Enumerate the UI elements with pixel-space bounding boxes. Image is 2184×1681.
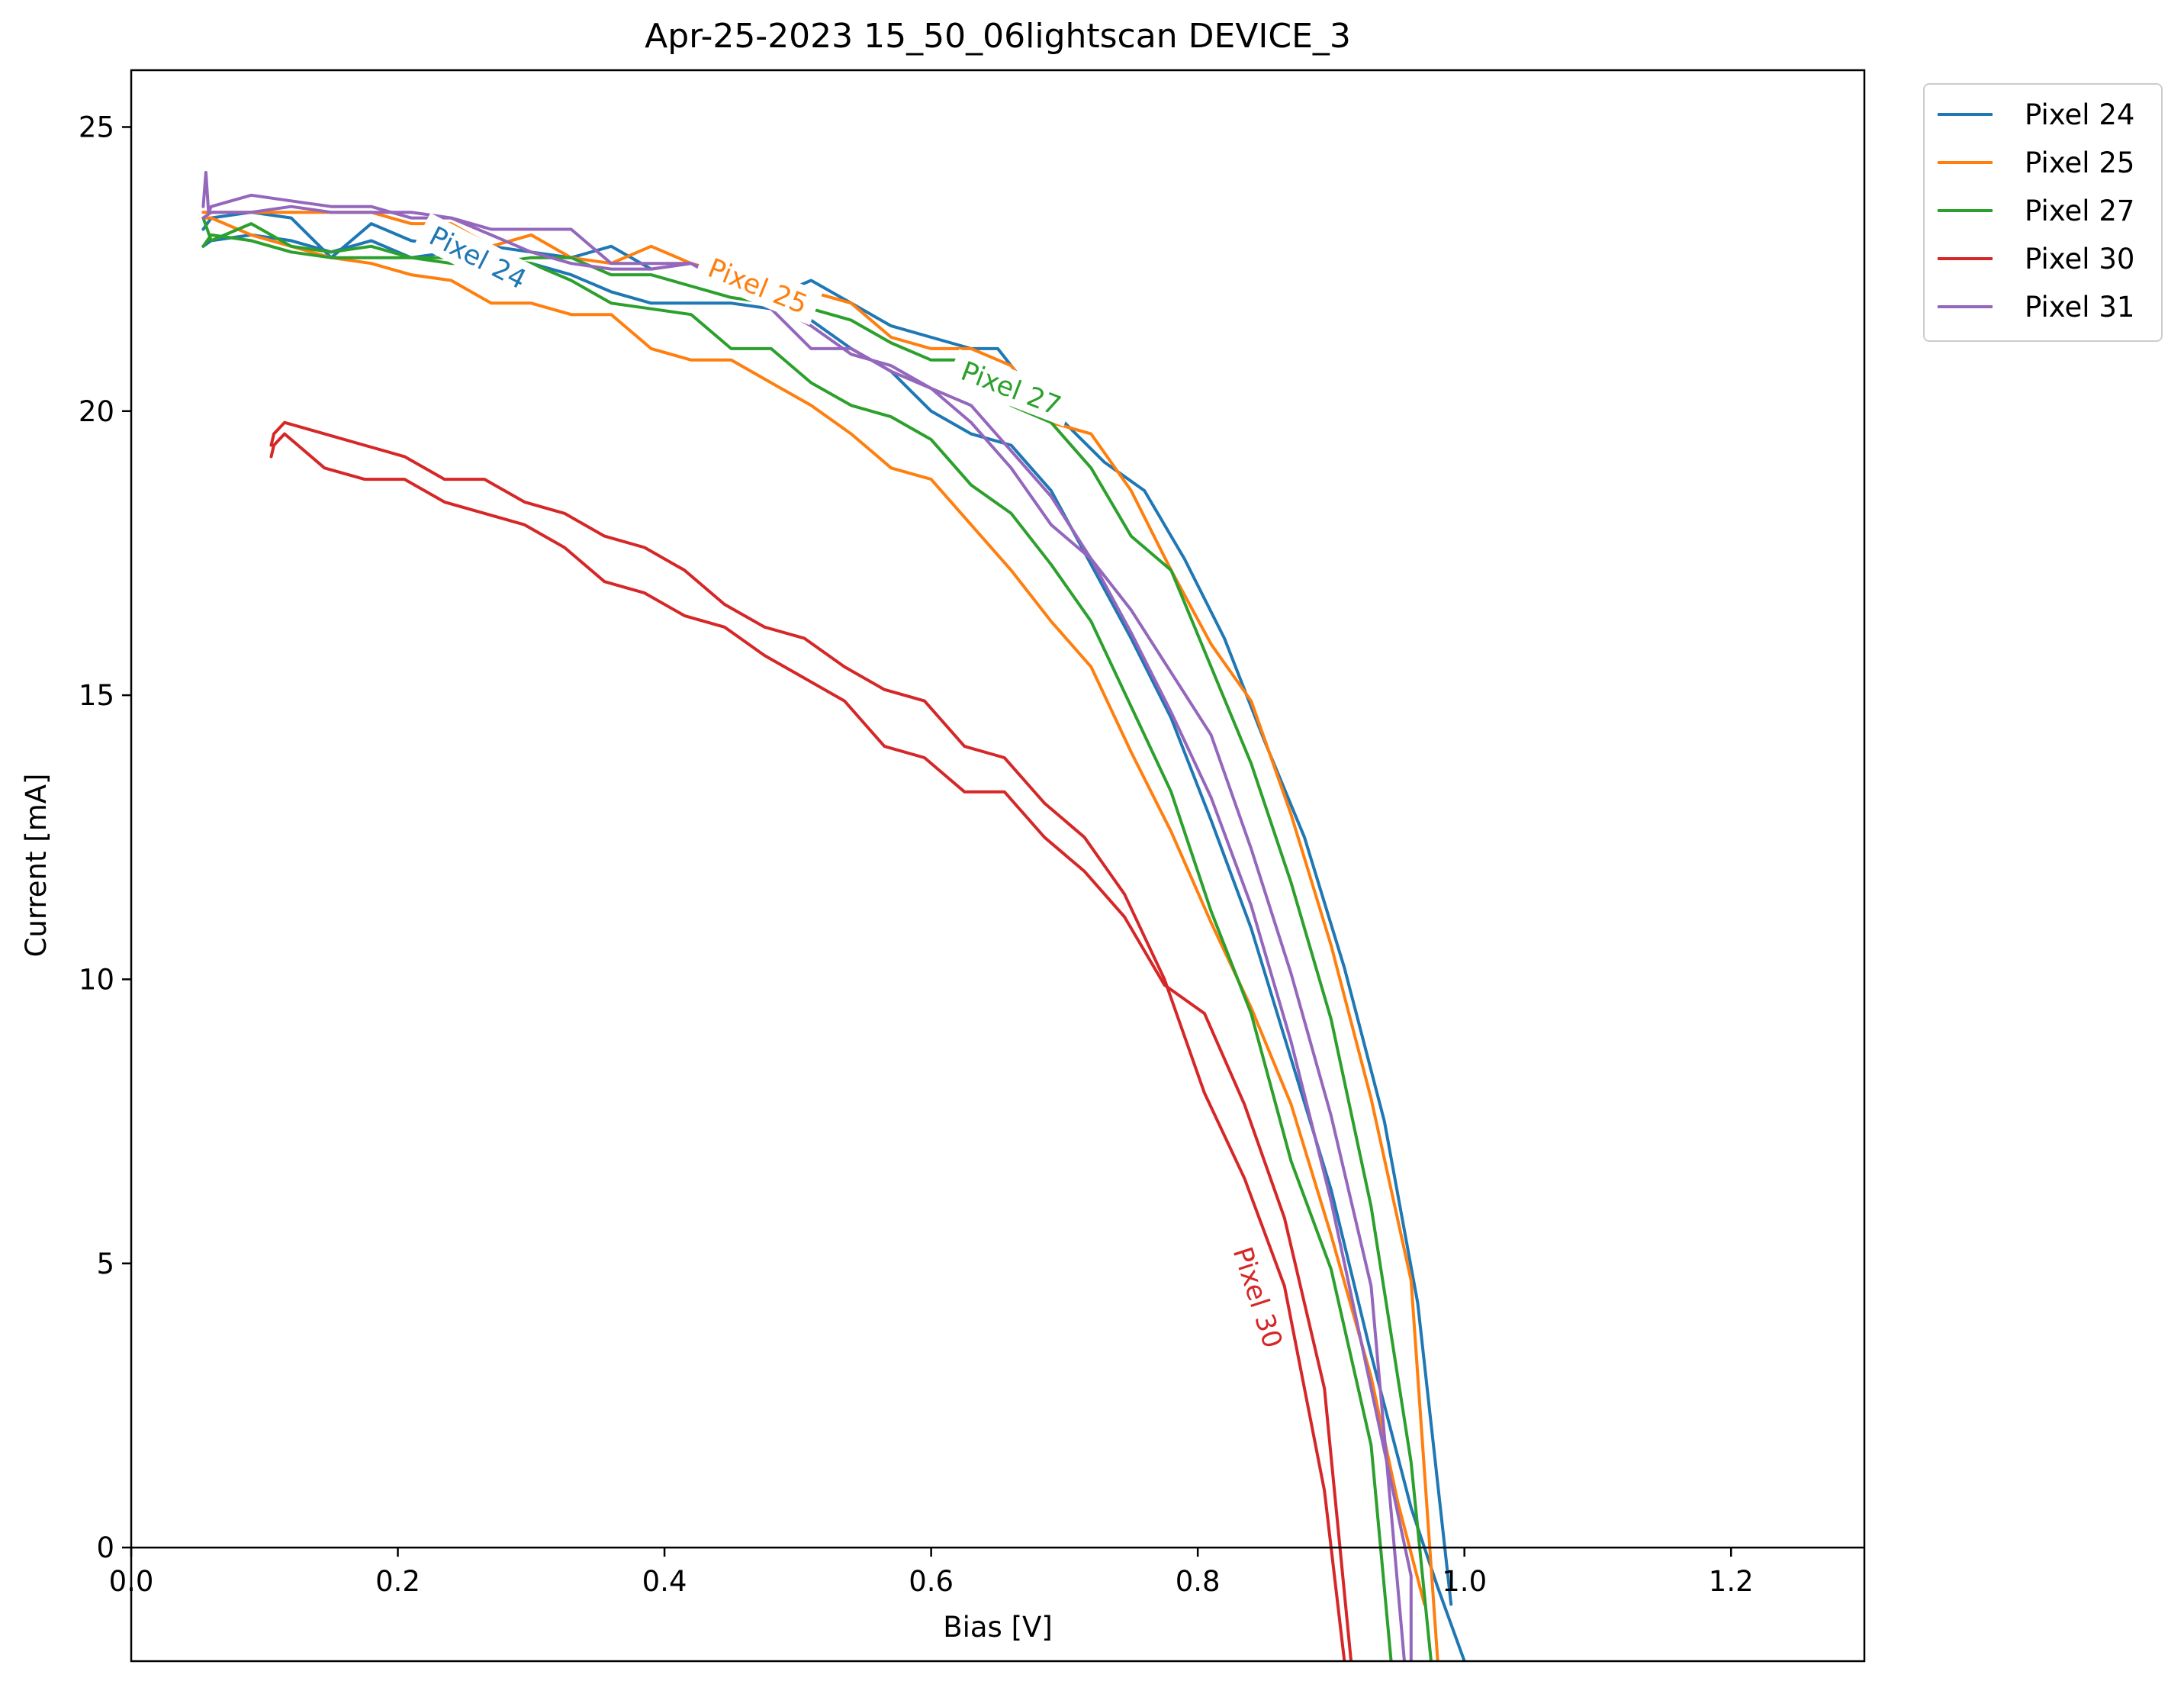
series-line-pixel-27-2: [201, 216, 1433, 1661]
x-tick-label: 1.2: [1709, 1565, 1754, 1598]
x-tick-label: 1.0: [1442, 1565, 1487, 1598]
legend: Pixel 24 Pixel 25 Pixel 27 Pixel 30 Pixel 31: [1923, 83, 2163, 342]
inline-label-pixel-25: Pixel 25: [693, 245, 823, 326]
series-line-pixel-27-1: [201, 233, 1393, 1661]
legend-label: Pixel 31: [2025, 291, 2134, 324]
x-tick-label: 0.0: [109, 1565, 154, 1598]
x-tick-label: 0.4: [642, 1565, 687, 1598]
y-tick-label: 5: [96, 1248, 114, 1280]
legend-label: Pixel 27: [2025, 195, 2134, 227]
y-tick-label: 20: [79, 395, 114, 428]
series-line-pixel-31-1: [201, 171, 1413, 1661]
series-line-pixel-31-2: [201, 204, 1406, 1661]
legend-entry-pixel-24: Pixel 24: [1938, 98, 2134, 131]
series-line-pixel-24-1: [201, 233, 1466, 1661]
series-line-pixel-24-2: [201, 211, 1453, 1606]
inline-label-backdrop: [947, 349, 1076, 427]
x-axis-label: Bias [V]: [943, 1611, 1053, 1644]
y-tick-label: 10: [79, 963, 114, 996]
series-pixel-24: [201, 211, 1466, 1661]
legend-label: Pixel 30: [2025, 243, 2134, 275]
series-layer: [201, 171, 1466, 1661]
legend-label: Pixel 25: [2025, 147, 2134, 179]
legend-entry-pixel-27: Pixel 27: [1938, 195, 2134, 227]
y-tick-label: 15: [79, 679, 114, 712]
legend-entry-pixel-25: Pixel 25: [1938, 147, 2134, 179]
x-tick-label: 0.2: [375, 1565, 420, 1598]
series-pixel-27: [201, 216, 1433, 1661]
plot-frame: [130, 69, 1866, 1663]
legend-entry-pixel-30: Pixel 30: [1938, 243, 2134, 275]
x-tick-label: 0.6: [909, 1565, 954, 1598]
inline-label-backdrop: [693, 245, 823, 326]
x-axis-ticks: 0.0 0.2 0.4 0.6 0.8 1.0 1.2: [109, 1547, 1754, 1598]
y-tick-label: 0: [96, 1531, 114, 1564]
series-pixel-30: [269, 420, 1353, 1661]
series-line-pixel-30-2: [269, 420, 1346, 1661]
series-line-pixel-30-1: [269, 432, 1353, 1661]
series-line-pixel-25-1: [201, 216, 1427, 1606]
inline-label-text: Pixel 30: [1227, 1244, 1288, 1352]
legend-label: Pixel 24: [2025, 98, 2134, 131]
inline-label-text: Pixel 25: [703, 253, 812, 320]
y-axis-ticks: 0 5 10 15 20 25: [79, 111, 131, 1564]
inline-label-backdrop: [1222, 1232, 1295, 1363]
y-tick-label: 25: [79, 111, 114, 143]
inline-label-pixel-30: Pixel 30: [1222, 1232, 1295, 1363]
x-tick-label: 0.8: [1176, 1565, 1221, 1598]
series-pixel-31: [201, 171, 1413, 1661]
legend-frame: [1923, 83, 2163, 342]
inline-label-backdrop: [414, 213, 542, 301]
chart-title: Apr-25-2023 15_50_06lightscan DEVICE_3: [645, 17, 1351, 56]
y-axis-label: Current [mA]: [20, 774, 53, 958]
legend-entry-pixel-31: Pixel 31: [1938, 291, 2134, 324]
inline-label-pixel-27: Pixel 27: [947, 349, 1076, 427]
